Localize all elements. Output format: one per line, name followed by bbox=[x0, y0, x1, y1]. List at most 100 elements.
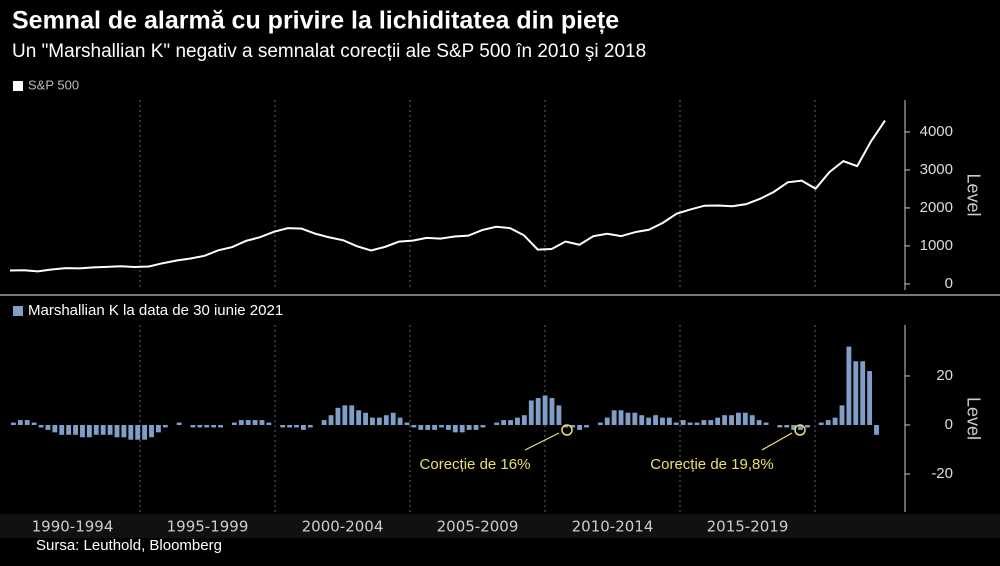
y-tick-label: -20 bbox=[931, 465, 953, 482]
bar bbox=[245, 420, 251, 425]
x-tick-label: 2000-2004 bbox=[302, 518, 384, 536]
y-tick-label: 4000 bbox=[920, 123, 953, 140]
bar bbox=[618, 410, 624, 425]
legend-swatch bbox=[13, 81, 23, 91]
bar bbox=[501, 420, 507, 425]
legend-label: S&P 500 bbox=[28, 77, 79, 92]
bar bbox=[508, 420, 513, 425]
bar bbox=[149, 424, 154, 438]
bar bbox=[307, 424, 313, 428]
bar bbox=[611, 410, 617, 425]
bar bbox=[556, 405, 562, 425]
x-tick-label: 1990-1994 bbox=[32, 518, 114, 536]
chart-title: Semnal de alarmă cu privire la lichidita… bbox=[12, 7, 619, 35]
bar bbox=[736, 412, 741, 425]
bar bbox=[708, 420, 714, 425]
y-axis-label: Level bbox=[963, 397, 983, 440]
bar bbox=[335, 407, 341, 425]
bar bbox=[818, 422, 824, 425]
bar bbox=[446, 424, 451, 430]
bar bbox=[80, 424, 85, 438]
bar bbox=[142, 424, 148, 440]
bar bbox=[791, 424, 797, 430]
bar bbox=[742, 412, 748, 425]
bar bbox=[383, 415, 389, 425]
bar bbox=[452, 424, 458, 433]
bar bbox=[466, 424, 472, 430]
bar bbox=[252, 420, 258, 425]
bar bbox=[784, 424, 790, 428]
bar bbox=[639, 415, 645, 425]
bar bbox=[756, 420, 762, 425]
annotation-marker bbox=[794, 424, 806, 436]
bar bbox=[17, 420, 23, 425]
bar bbox=[535, 398, 541, 425]
source: Sursa: Leuthold, Bloomberg bbox=[36, 537, 222, 554]
bar bbox=[673, 422, 679, 425]
bar bbox=[425, 424, 431, 430]
y-tick-label: 2000 bbox=[920, 199, 953, 216]
bar bbox=[494, 422, 500, 425]
bar bbox=[597, 422, 603, 425]
bar bbox=[867, 371, 873, 425]
bar bbox=[653, 415, 658, 425]
annotation: Corecție de 19,8% bbox=[650, 456, 773, 473]
bar bbox=[328, 415, 334, 425]
bar bbox=[107, 424, 113, 435]
bar bbox=[459, 424, 465, 433]
x-tick-label: 2015-2019 bbox=[707, 518, 789, 536]
bar bbox=[31, 422, 37, 425]
bar bbox=[73, 424, 78, 435]
bar bbox=[176, 422, 182, 425]
bar bbox=[625, 412, 631, 425]
bar bbox=[211, 424, 217, 428]
bar bbox=[370, 417, 375, 425]
annotation-arrow bbox=[524, 432, 560, 451]
bar bbox=[542, 395, 548, 425]
bar bbox=[204, 424, 210, 428]
x-tick-label: 1995-1999 bbox=[167, 518, 249, 536]
y-tick-label: 0 bbox=[945, 275, 953, 292]
bar bbox=[156, 424, 161, 433]
bar bbox=[577, 424, 583, 430]
bar bbox=[853, 361, 859, 425]
bar bbox=[238, 420, 244, 425]
bar bbox=[646, 417, 652, 425]
annotation-arrow bbox=[761, 432, 793, 451]
y-tick-label: 20 bbox=[936, 367, 953, 384]
bar bbox=[114, 424, 120, 438]
bar bbox=[860, 361, 866, 425]
bar bbox=[376, 417, 382, 425]
bar bbox=[570, 424, 576, 428]
bar bbox=[805, 424, 810, 428]
bar bbox=[694, 422, 700, 425]
y-tick-label: 0 bbox=[945, 416, 953, 433]
bar bbox=[515, 417, 520, 425]
bar bbox=[825, 420, 831, 425]
bar bbox=[604, 417, 610, 425]
bar bbox=[660, 417, 665, 425]
y-axis-label: Level bbox=[963, 173, 983, 216]
bar bbox=[729, 415, 734, 425]
bar bbox=[563, 424, 569, 428]
bar bbox=[38, 424, 44, 428]
annotation-marker bbox=[561, 424, 573, 436]
bar bbox=[100, 424, 106, 435]
bar bbox=[93, 424, 99, 435]
bar bbox=[390, 412, 396, 425]
bar bbox=[439, 424, 444, 428]
bar bbox=[680, 420, 686, 425]
bar bbox=[128, 424, 134, 440]
line bbox=[9, 120, 886, 273]
bar bbox=[24, 420, 30, 425]
bar bbox=[86, 424, 92, 438]
bar bbox=[190, 424, 196, 428]
bar bbox=[549, 398, 555, 425]
bar bbox=[846, 346, 852, 425]
bar bbox=[874, 424, 879, 435]
chart-subtitle: Un "Marshallian K" negativ a semnalat co… bbox=[12, 41, 646, 62]
y-tick-label: 3000 bbox=[920, 161, 953, 178]
bar bbox=[363, 412, 368, 425]
